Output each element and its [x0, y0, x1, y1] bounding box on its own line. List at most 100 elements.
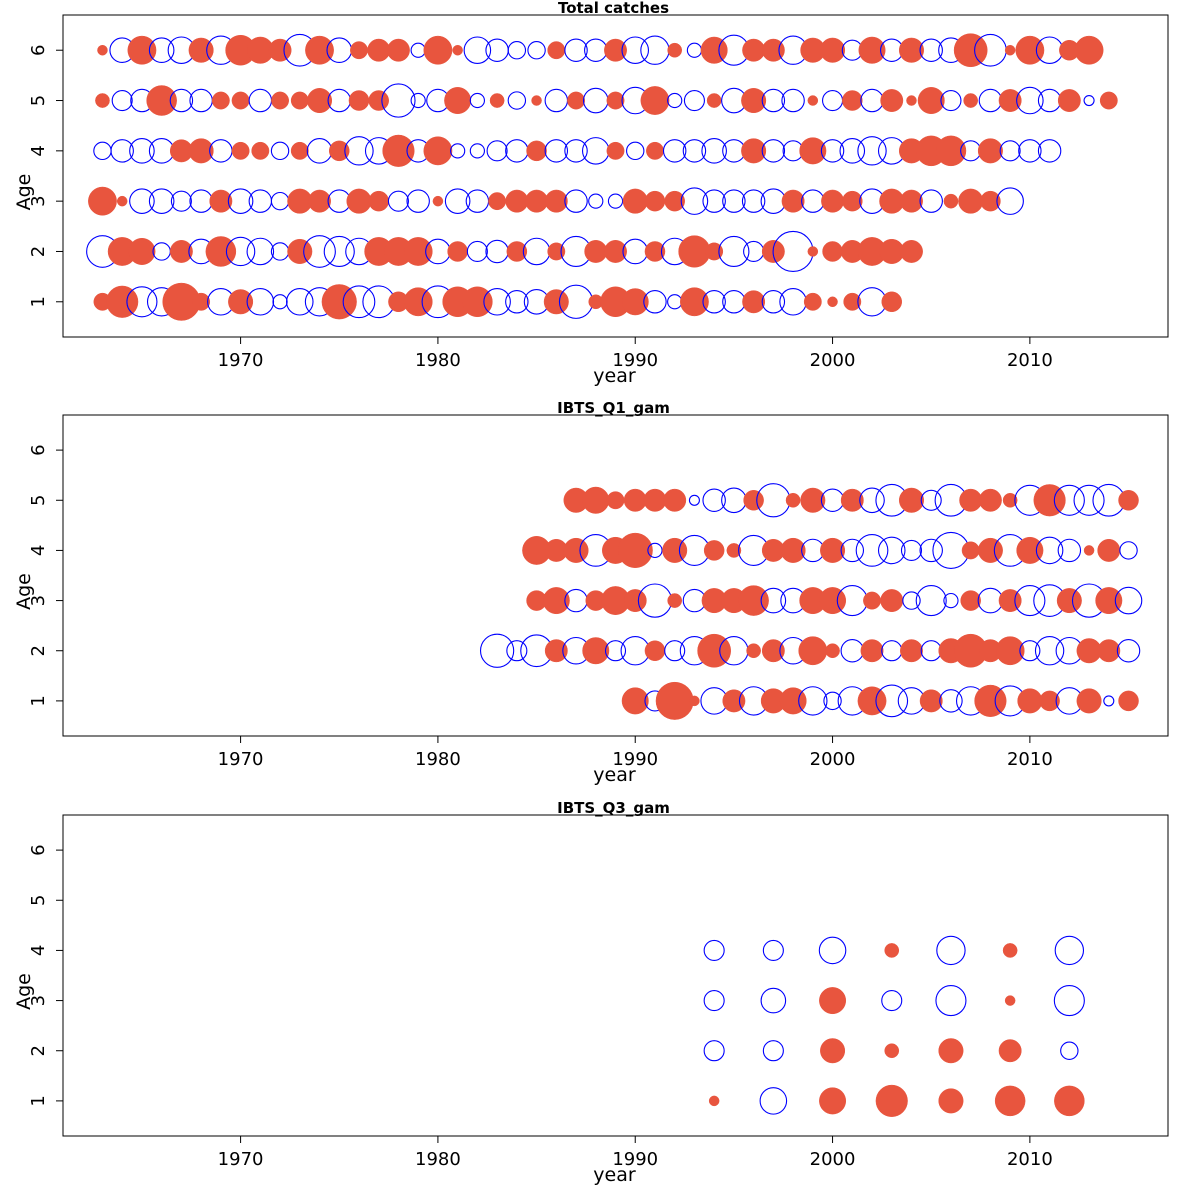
bubble-negative	[702, 290, 726, 314]
bubble-positive	[622, 188, 648, 214]
bubble-positive	[623, 589, 647, 613]
bubble-positive	[116, 195, 128, 207]
bubble-negative	[761, 88, 786, 113]
bubble-positive	[761, 38, 785, 62]
y-tick-label: 5	[28, 95, 49, 106]
bubble-negative	[621, 36, 650, 64]
bubble-positive	[898, 37, 924, 63]
bubble-positive	[95, 93, 110, 108]
bubble-negative	[169, 88, 194, 113]
plot-frame	[62, 814, 1169, 1137]
bubble-positive	[821, 189, 844, 213]
bubble-negative	[126, 286, 158, 318]
chart-title: IBTS_Q3_gam	[557, 799, 670, 817]
y-tick-label: 6	[28, 44, 49, 55]
bubble-negative	[1083, 94, 1095, 107]
bubble-negative	[667, 294, 683, 310]
bubble-negative	[469, 92, 485, 109]
bubble-positive	[251, 141, 270, 160]
bubble-positive	[743, 490, 764, 511]
bubble-positive	[321, 284, 357, 320]
bubble-positive	[953, 33, 988, 68]
panel-1: Total catches 1970 1980 1990 2000 2010 1 2 3 4 5 6 y…	[13, 0, 1169, 387]
bubble-negative	[505, 290, 529, 314]
bubble-positive	[348, 90, 370, 111]
bubble-negative	[875, 684, 909, 718]
bubble-positive	[1076, 688, 1102, 714]
y-tick-label: 3	[28, 195, 49, 206]
bubble-positive	[842, 190, 863, 212]
bubble-positive	[617, 532, 653, 568]
bubble-negative	[920, 640, 942, 662]
bubble-negative	[152, 242, 171, 261]
bubble-positive	[1004, 995, 1016, 1006]
bubble-negative	[701, 138, 727, 164]
bubble-negative	[1057, 538, 1082, 563]
bubble-positive	[1017, 688, 1043, 714]
bubble-negative	[466, 240, 488, 263]
bubble-negative	[588, 193, 604, 209]
plot-frame	[62, 14, 1169, 338]
bubble-negative	[544, 139, 569, 163]
bubble-positive	[644, 190, 666, 212]
bubble-negative	[902, 591, 921, 610]
bubble-positive	[900, 240, 923, 263]
bubble-negative	[680, 187, 709, 215]
bubble-positive	[211, 91, 230, 110]
bubble-negative	[544, 88, 569, 113]
bubble-negative	[270, 191, 290, 211]
bubble-positive	[998, 589, 1022, 613]
bubble-negative	[381, 83, 416, 118]
bubble-positive	[192, 292, 211, 311]
y-tick-label: 1	[28, 296, 49, 307]
bubble-positive	[1002, 492, 1018, 508]
bubble-negative	[485, 38, 509, 62]
bubble-negative	[900, 539, 923, 561]
bubble-negative	[323, 235, 355, 268]
bubble-negative	[781, 88, 805, 113]
bubble-negative	[564, 189, 588, 213]
bubble-negative	[702, 488, 726, 512]
bubble-negative	[507, 91, 527, 110]
bubble-positive	[606, 91, 625, 110]
bubble-negative	[410, 42, 426, 58]
bubble-negative	[410, 92, 426, 109]
bubble-positive	[667, 42, 683, 58]
bubble-negative	[940, 89, 962, 112]
bubble-positive	[290, 91, 309, 110]
y-tick-label: 3	[28, 595, 49, 606]
bubble-negative	[564, 38, 588, 62]
bubble-positive	[974, 684, 1007, 717]
x-tick-label: 1980	[415, 350, 461, 371]
bubble-positive	[290, 141, 309, 160]
x-axis-label: year	[593, 764, 636, 786]
chart-title: Total catches	[558, 0, 669, 17]
bubble-positive	[961, 541, 980, 560]
bubble-negative	[822, 89, 844, 112]
bubble-negative	[761, 139, 786, 163]
bubble-negative	[978, 88, 1003, 113]
bubble-negative	[505, 139, 529, 163]
bubble-negative	[344, 136, 374, 166]
bubble-negative	[761, 290, 786, 314]
bubble-positive	[689, 695, 700, 707]
bubble-negative	[486, 140, 508, 162]
bubble-negative	[919, 538, 943, 563]
bubble-positive	[664, 190, 685, 212]
bubble-negative	[760, 587, 787, 614]
bubble-negative	[582, 87, 609, 114]
bubble-positive	[1099, 91, 1118, 110]
bubble-negative	[996, 187, 1024, 215]
bubble-negative	[818, 936, 847, 965]
bubble-positive	[623, 488, 647, 512]
bubble-negative	[450, 143, 466, 159]
bubble-positive	[1056, 588, 1082, 614]
bubble-positive	[857, 686, 887, 716]
bubble-positive	[567, 91, 585, 110]
bubble-negative	[640, 35, 670, 65]
bubble-positive	[860, 639, 884, 663]
bubble-negative	[286, 288, 314, 316]
bubble-negative	[1060, 1041, 1079, 1060]
bubble-positive	[228, 289, 254, 315]
bubble-negative	[743, 240, 765, 263]
